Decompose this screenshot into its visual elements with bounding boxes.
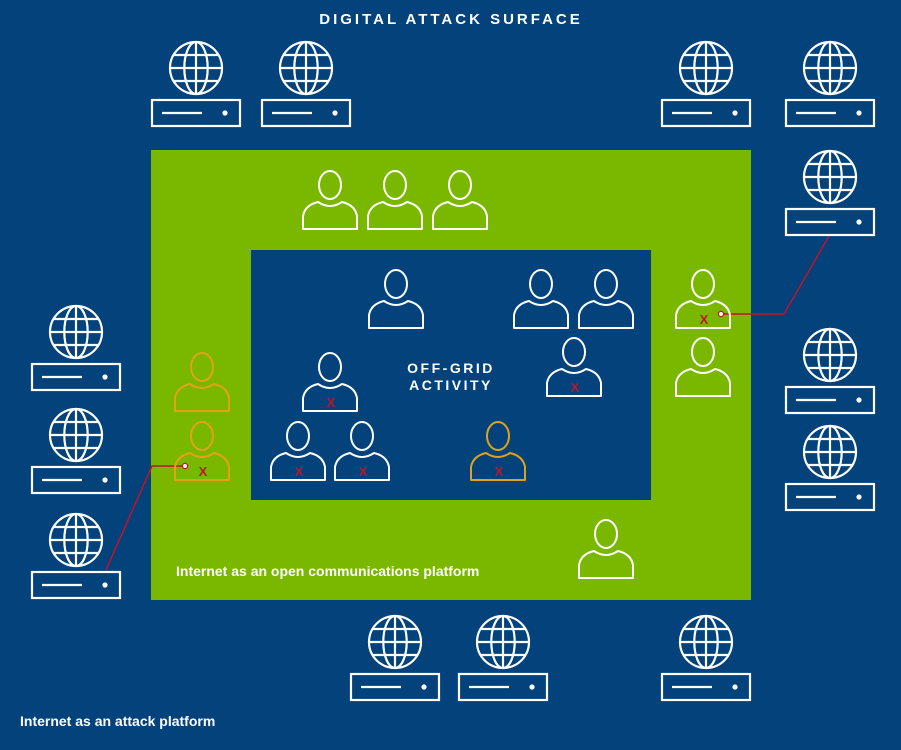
compromise-mark: X [700,312,709,327]
server-led [856,219,862,225]
off-grid-label-line2: ACTIVITY [409,377,493,393]
server-led [102,582,108,588]
person-icon [302,170,358,230]
globe-server-icon [784,327,876,415]
globe-server-icon [660,614,752,702]
compromise-mark: X [359,464,368,479]
server-led [732,684,738,690]
compromised-user-icon: X [675,269,731,329]
compromised-user-icon: X [270,421,326,481]
globe-server-icon [784,40,876,128]
compromise-mark: X [327,395,336,410]
person-icon [578,519,634,579]
compromise-mark: X [495,464,504,479]
compromised-user-icon: X [334,421,390,481]
server-led [529,684,535,690]
globe-server-icon [30,512,122,600]
globe-server-icon [784,424,876,512]
person-icon [432,170,488,230]
person-icon [367,170,423,230]
server-led [102,374,108,380]
globe-server-icon [260,40,352,128]
globe-server-icon [150,40,242,128]
server-led [421,684,427,690]
attack-platform-label: Internet as an attack platform [20,713,215,729]
server-led [732,110,738,116]
attack-link-left [105,465,185,571]
globe-server-icon [30,304,122,392]
person-icon [368,269,424,329]
globe-server-icon [784,149,876,237]
server-led [222,110,228,116]
off-grid-label-line1: OFF-GRID [407,360,495,376]
globe-server-icon [457,614,549,702]
compromised-user-icon: X [174,421,230,481]
link-endpoint-left [181,462,189,470]
compromise-mark: X [199,464,208,479]
person-icon [578,269,634,329]
person-icon [675,337,731,397]
server-led [856,494,862,500]
server-led [856,397,862,403]
globe-server-icon [30,407,122,495]
person-icon [174,352,230,412]
server-led [856,110,862,116]
person-icon [513,269,569,329]
server-led [332,110,338,116]
off-grid-zone [251,250,651,500]
attack-link-right [721,235,830,315]
server-led [102,477,108,483]
globe-server-icon [660,40,752,128]
compromise-mark: X [571,380,580,395]
diagram-title: DIGITAL ATTACK SURFACE [319,11,583,28]
compromised-user-icon: X [470,421,526,481]
globe-server-icon [349,614,441,702]
compromised-user-icon: X [302,352,358,412]
link-endpoint-right [717,310,725,318]
compromised-user-icon: X [546,337,602,397]
compromise-mark: X [295,464,304,479]
open-platform-label: Internet as an open communications platf… [176,563,479,579]
